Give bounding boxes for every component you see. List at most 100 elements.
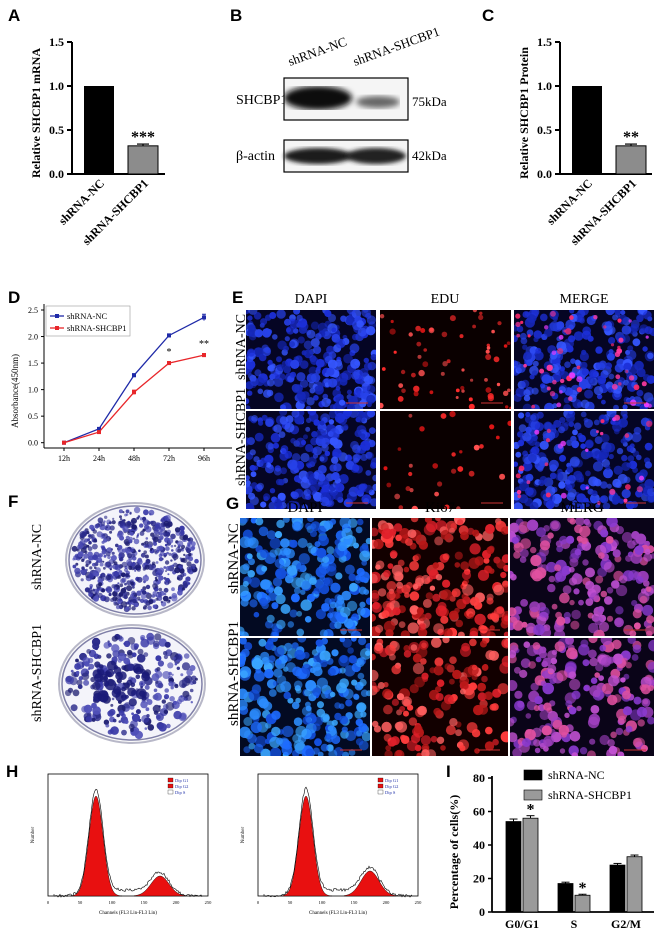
lane-label-shrna-shcbp1: shRNA-SHCBP1 (351, 24, 442, 69)
col-label-dapi: DAPI (294, 292, 328, 307)
svg-text:60: 60 (473, 805, 485, 819)
svg-text:150: 150 (141, 900, 149, 905)
svg-text:1.5: 1.5 (537, 35, 552, 49)
col-label-merge: MERGE (559, 292, 609, 307)
svg-text:48h: 48h (128, 454, 140, 463)
svg-text:100: 100 (109, 900, 117, 905)
svg-text:2.5: 2.5 (28, 306, 38, 315)
panel-d-line-chart: Absorbance(450nm) 0.0 0.5 1.0 1.5 2.0 2.5 12h 2… (10, 304, 232, 463)
legend-item: Dip S (385, 790, 396, 795)
chart-legend: shRNA-NC shRNA-SHCBP1 (45, 305, 131, 337)
col-label-ki67: Ki67 (425, 500, 455, 516)
row-label-shrna-shcbp1: shRNA-SHCBP1 (30, 623, 45, 722)
svg-text:200: 200 (173, 900, 181, 905)
svg-text:0.5: 0.5 (28, 412, 38, 421)
legend-item: Dip S (175, 790, 186, 795)
svg-text:Channels (FL3 Lin-FL3 Lin): Channels (FL3 Lin-FL3 Lin) (309, 911, 367, 916)
bar-s-shrna-nc (557, 883, 574, 913)
ki67-micrograph-shrna-nc-ki67 (372, 518, 508, 636)
bar-shrna-shcbp1 (127, 145, 159, 175)
y-axis-title: Percentage of cells(%) (447, 795, 461, 909)
svg-text:72h: 72h (163, 454, 175, 463)
svg-text:shRNA-SHCBP1: shRNA-SHCBP1 (67, 323, 127, 333)
col-label-merg: MERG (560, 500, 604, 516)
significance-marker: ** (199, 339, 209, 350)
svg-text:shRNA-NC: shRNA-NC (548, 768, 605, 782)
protein-label-beta-actin: β-actin (236, 149, 275, 164)
panel-b-western-blot: shRNA-NC shRNA-SHCBP1 SHCBP1 75kDa β-act… (236, 24, 447, 173)
panel-h-label: H (6, 762, 19, 781)
ki67-micrograph-shrna-shcbp1-merg (510, 638, 654, 756)
svg-text:0: 0 (257, 900, 260, 905)
svg-text:0.5: 0.5 (49, 123, 64, 137)
bar-shrna-nc (572, 86, 602, 174)
bar-g0-g1-shrna-nc (505, 821, 522, 913)
ki67-micrograph-shrna-nc-dapi (240, 518, 370, 636)
colony-plate-shrna-shcbp1 (58, 624, 206, 744)
panel-e-label: E (232, 288, 244, 307)
svg-text:0.0: 0.0 (537, 167, 552, 181)
panel-f-label: F (8, 492, 19, 511)
svg-text:0.0: 0.0 (28, 439, 38, 448)
significance-marker: * (527, 802, 535, 819)
svg-text:0: 0 (47, 900, 50, 905)
svg-text:Number: Number (31, 826, 36, 843)
svg-text:0: 0 (479, 905, 485, 919)
colony-plate-shrna-nc (65, 502, 205, 618)
svg-text:S: S (571, 917, 578, 931)
edu-micrograph-shrna-shcbp1-dapi (246, 411, 376, 509)
edu-micrograph-shrna-nc-merge (514, 310, 654, 409)
ki67-micrograph-shrna-nc-merg (510, 518, 654, 636)
svg-text:200: 200 (383, 900, 391, 905)
edu-micrograph-shrna-shcbp1-edu (380, 411, 511, 509)
svg-text:12h: 12h (58, 454, 70, 463)
flow-histogram-shrna-shcbp1: Number Channels (FL3 Lin-FL3 Lin) 0 50 100 15… (241, 773, 423, 916)
svg-text:Channels (FL3 Lin-FL3 Lin): Channels (FL3 Lin-FL3 Lin) (99, 911, 157, 916)
svg-text:1.5: 1.5 (28, 359, 38, 368)
legend-item: Dip G1 (385, 778, 398, 783)
svg-text:250: 250 (415, 900, 423, 905)
y-axis-title: Relative SHCBP1 Protein (517, 47, 531, 179)
svg-text:1.5: 1.5 (49, 35, 64, 49)
svg-text:0.0: 0.0 (49, 167, 64, 181)
ki67-micrograph-shrna-shcbp1-dapi (240, 638, 370, 756)
bar-g0-g1-shrna-shcbp1 (522, 817, 539, 913)
legend-item: Dip G2 (385, 784, 398, 789)
panel-i-grouped-bar-chart: Percentage of cells(%) 0 20 40 60 80 * G0/G1 *… (447, 768, 654, 931)
panel-g-label: G (226, 494, 240, 513)
svg-text:80: 80 (473, 771, 485, 785)
significance-marker: *** (131, 129, 155, 146)
edu-micrograph-shrna-shcbp1-merge (514, 411, 654, 509)
bar-shrna-nc (84, 86, 114, 174)
svg-text:shRNA-NC: shRNA-NC (67, 311, 107, 321)
bar-s-shrna-shcbp1 (574, 894, 591, 913)
svg-text:Number: Number (241, 826, 246, 843)
svg-text:shRNA-SHCBP1: shRNA-SHCBP1 (548, 788, 632, 802)
svg-text:1.0: 1.0 (49, 79, 64, 93)
svg-text:40: 40 (473, 838, 485, 852)
panel-c-chart: Relative SHCBP1 Protein 0.00.51.01.5 ** … (517, 35, 652, 248)
svg-text:G2/M: G2/M (611, 917, 641, 931)
svg-text:96h: 96h (198, 454, 210, 463)
ki67-micrograph-shrna-shcbp1-ki67 (372, 638, 508, 756)
svg-text:24h: 24h (93, 454, 105, 463)
panel-a-label: A (8, 6, 21, 25)
y-axis-title: Absorbance(450nm) (10, 354, 20, 428)
size-label-75kda: 75kDa (412, 94, 447, 109)
panel-d-label: D (8, 288, 21, 307)
panel-b-label: B (230, 6, 243, 25)
svg-text:G0/G1: G0/G1 (505, 917, 539, 931)
svg-text:20: 20 (473, 872, 485, 886)
svg-text:100: 100 (319, 900, 327, 905)
panel-c-label: C (482, 6, 495, 25)
svg-text:250: 250 (205, 900, 213, 905)
svg-text:1.0: 1.0 (28, 386, 38, 395)
flow-histogram-shrna-nc: Number Channels (FL3 Lin-FL3 Lin) 0 50 100 15… (31, 773, 213, 916)
svg-text:150: 150 (351, 900, 359, 905)
panel-a-chart: Relative SHCBP1 mRNA 0.00.51.01.5 *** sh… (29, 35, 165, 248)
panel-i-label: I (446, 762, 451, 781)
svg-text:50: 50 (78, 900, 83, 905)
legend-item: Dip G1 (175, 778, 188, 783)
bar-g2-m-shrna-shcbp1 (626, 856, 643, 913)
protein-label-shcbp1: SHCBP1 (236, 93, 287, 108)
